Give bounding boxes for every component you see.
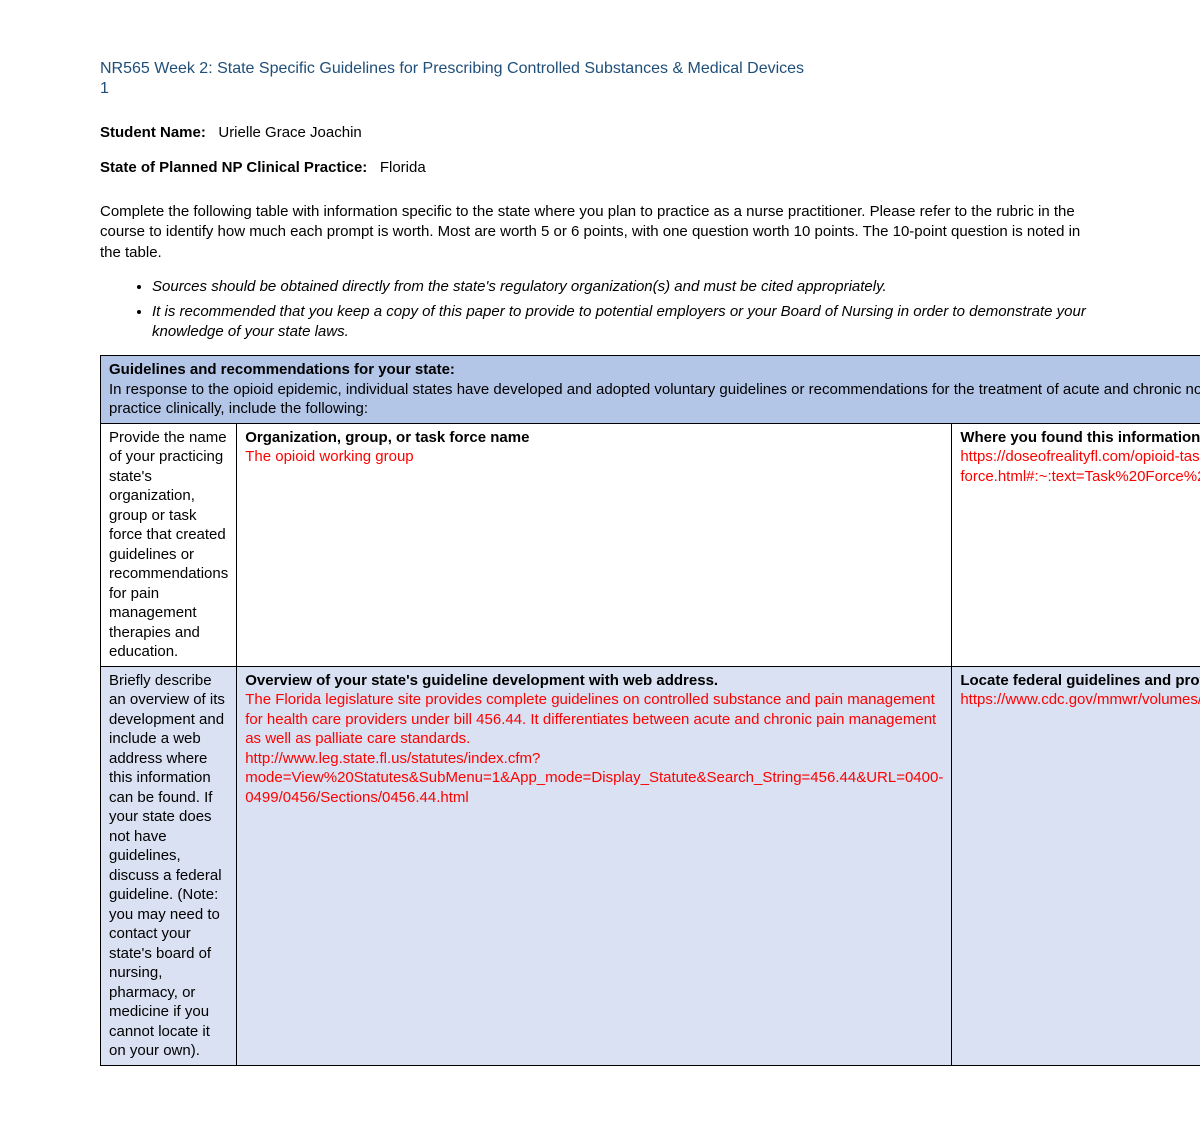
section-body: In response to the opioid epidemic, indi… xyxy=(109,381,1200,418)
row2-prompt: Briefly describe an overview of its deve… xyxy=(101,666,237,1065)
student-name-label: Student Name: xyxy=(100,124,206,141)
note-item: Sources should be obtained directly from… xyxy=(152,277,1100,297)
student-name-field: Student Name: Urielle Grace Joachin xyxy=(100,124,1100,141)
row1-org-value: The opioid working group xyxy=(245,448,413,465)
guidelines-table: Guidelines and recommendations for your … xyxy=(100,355,1200,1066)
document-title: NR565 Week 2: State Specific Guidelines … xyxy=(100,60,1100,78)
instructions-paragraph: Complete the following table with inform… xyxy=(100,202,1100,263)
row2-overview-label: Overview of your state's guideline devel… xyxy=(245,672,718,689)
row1-source-label: Where you found this information (weblin… xyxy=(960,429,1200,446)
state-field: State of Planned NP Clinical Practice: F… xyxy=(100,159,1100,176)
section-title: Guidelines and recommendations for your … xyxy=(109,361,455,378)
notes-list: Sources should be obtained directly from… xyxy=(100,277,1100,342)
row1-prompt: Provide the name of your practicing stat… xyxy=(101,423,237,666)
page-number: 1 xyxy=(100,80,1100,98)
student-name-value: Urielle Grace Joachin xyxy=(218,124,361,141)
row2-federal-link[interactable]: https://www.cdc.gov/mmwr/volumes/71/rr/r… xyxy=(960,691,1200,708)
row2-overview-cell: Overview of your state's guideline devel… xyxy=(237,666,952,1065)
row1-source-cell: Where you found this information (weblin… xyxy=(952,423,1200,666)
state-value: Florida xyxy=(380,159,426,176)
row1-source-link[interactable]: https://doseofrealityfl.com/opioid-task-… xyxy=(960,448,1200,485)
row2-overview-text: The Florida legislature site provides co… xyxy=(245,691,936,747)
section-header-cell: Guidelines and recommendations for your … xyxy=(101,356,1200,424)
row2-overview-link[interactable]: http://www.leg.state.fl.us/statutes/inde… xyxy=(245,750,943,806)
state-label: State of Planned NP Clinical Practice: xyxy=(100,159,367,176)
row2-federal-cell: Locate federal guidelines and provide a … xyxy=(952,666,1200,1065)
row2-federal-label: Locate federal guidelines and provide a … xyxy=(960,672,1200,689)
row1-org-label: Organization, group, or task force name xyxy=(245,429,529,446)
row1-org-cell: Organization, group, or task force name … xyxy=(237,423,952,666)
note-item: It is recommended that you keep a copy o… xyxy=(152,302,1100,341)
